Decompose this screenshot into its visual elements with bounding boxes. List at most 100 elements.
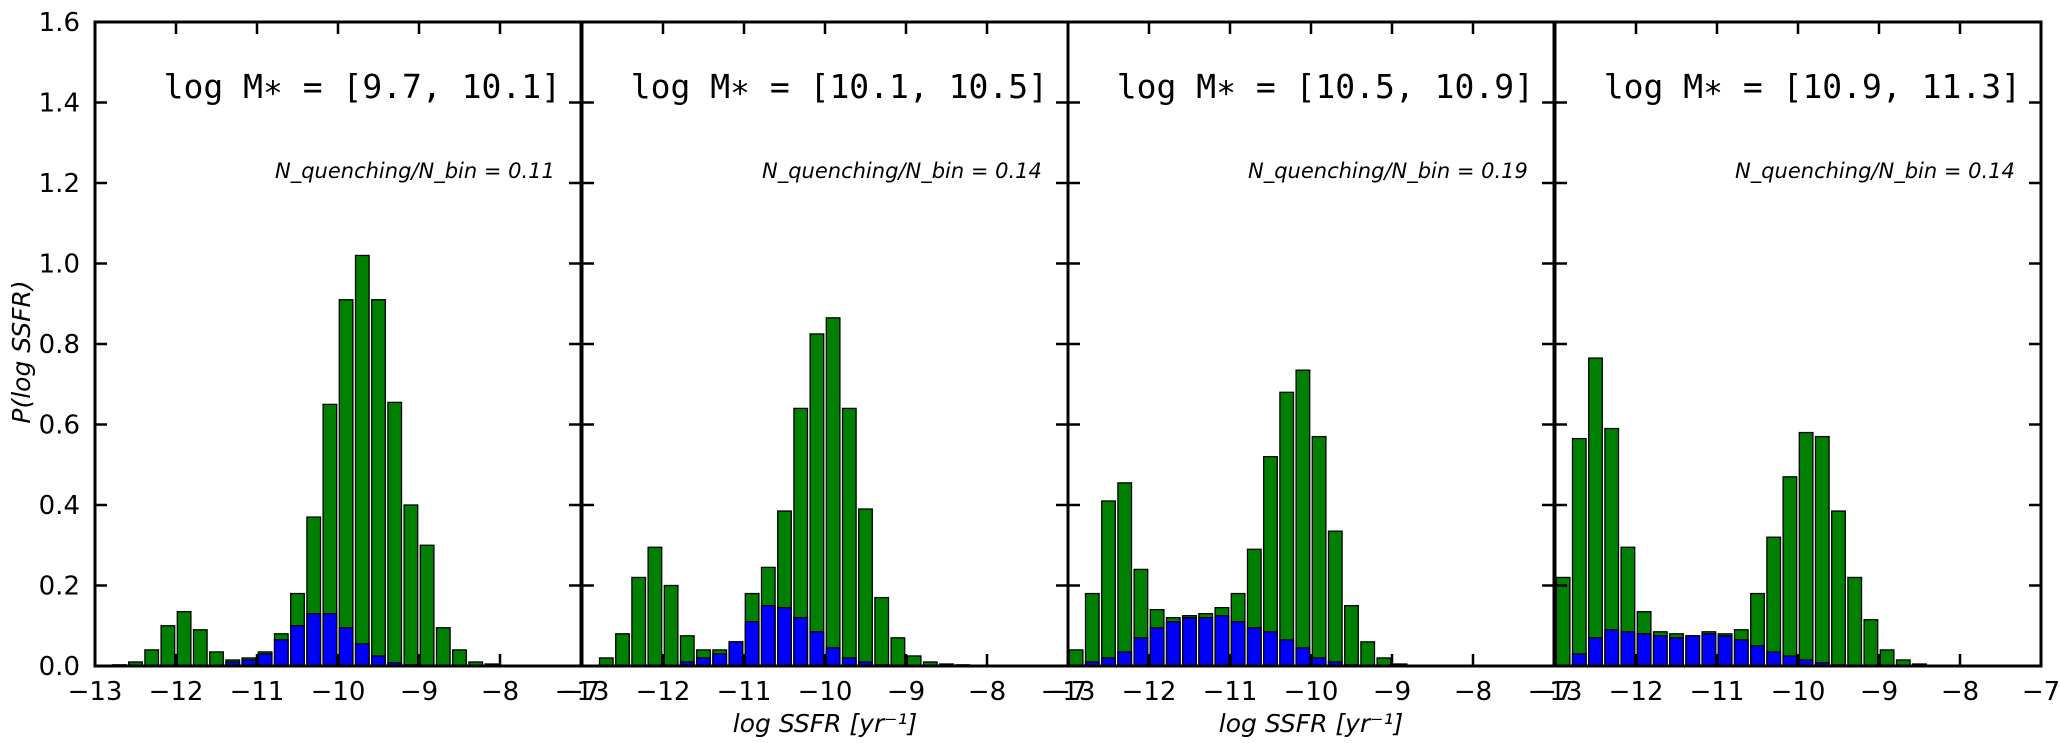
y-tick-label: 1.2 — [39, 169, 80, 199]
bar-all-galaxies — [1782, 476, 1798, 667]
bar-all-galaxies — [338, 299, 354, 667]
panels: −13 −12 −11 −10 −9 −8 −7 log M∗ = [9.7, 10.1] N_… — [68, 20, 2060, 738]
bar-quenching — [1588, 637, 1603, 667]
bar-quenching — [1782, 655, 1798, 667]
x-tick-label: −12 — [1609, 677, 1664, 707]
x-tick-label: −12 — [1122, 677, 1177, 707]
bar-quenching — [1636, 633, 1652, 667]
bar-all-galaxies — [841, 407, 857, 667]
panel-title: log M∗ = [10.1, 10.5] — [631, 67, 1048, 106]
bar-quenching — [1198, 617, 1214, 667]
panel-title: log M∗ = [9.7, 10.1] — [164, 67, 561, 106]
x-tick-label: −8 — [968, 677, 1006, 707]
bar-all-galaxies — [1360, 641, 1376, 667]
y-tick-label: 1.4 — [39, 89, 80, 119]
bar-all-galaxies — [1084, 592, 1100, 667]
panel-3: −13 −12 −11 −10 −9 −8 −7 log M∗ = [10.5, 10.9] N… — [1041, 20, 1573, 738]
x-tick-label: −7 — [2022, 677, 2060, 707]
panel-2: −13 −12 −11 −10 −9 −8 −7 log M∗ = [10.1, 10.5] N… — [555, 20, 1087, 738]
bar-all-galaxies — [825, 317, 841, 667]
bar-all-galaxies — [615, 633, 630, 667]
bar-quenching — [1701, 633, 1717, 667]
bar-all-galaxies — [1068, 649, 1084, 667]
x-tick-label: −9 — [400, 677, 438, 707]
bar-all-galaxies — [647, 546, 663, 667]
bar-quenching — [1230, 621, 1246, 667]
bar-quenching — [760, 604, 776, 667]
bar-quenching — [809, 631, 825, 667]
y-tick-label: 1.6 — [39, 8, 80, 38]
x-tick-label: −10 — [1771, 677, 1826, 707]
bar-all-galaxies — [1863, 619, 1879, 667]
bar-quenching — [354, 643, 370, 667]
x-tick-label: −11 — [717, 677, 772, 707]
bar-all-galaxies — [354, 254, 370, 667]
bar-quenching — [1717, 635, 1733, 667]
bar-quenching — [1685, 635, 1701, 667]
panel-frame — [93, 20, 583, 668]
bar-all-galaxies — [1571, 437, 1587, 667]
x-tick-label: −9 — [1373, 677, 1411, 707]
bar-quenching — [1604, 629, 1620, 667]
bar-all-galaxies — [176, 611, 192, 667]
bar-all-galaxies — [192, 629, 208, 667]
bar-all-galaxies — [1831, 510, 1846, 667]
bar-quenching — [777, 606, 792, 667]
x-tick-label: −8 — [1454, 677, 1492, 707]
panel-title: log M∗ = [10.5, 10.9] — [1117, 67, 1534, 106]
bar-all-galaxies — [1798, 431, 1814, 667]
panel-4: −13 −12 −11 −10 −9 −8 −7 log M∗ = [10.9, 11.3] N… — [1528, 20, 2060, 707]
bar-all-galaxies — [452, 649, 467, 667]
bar-all-galaxies — [858, 508, 873, 667]
bar-quenching — [1295, 647, 1311, 667]
panel-title: log M∗ = [10.9, 11.3] — [1604, 67, 2021, 106]
bar-quenching — [1117, 651, 1133, 667]
bar-all-galaxies — [1766, 536, 1782, 667]
x-tick-label: −11 — [230, 677, 285, 707]
quenching-fraction-annotation: N_quenching/N_bin = 0.14 — [1735, 159, 2015, 184]
x-axis-label: log SSFR [yr⁻¹] — [1219, 709, 1403, 738]
bar-quenching — [338, 627, 354, 667]
bar-all-galaxies — [160, 625, 176, 667]
bar-quenching — [793, 617, 809, 667]
bar-all-galaxies — [209, 651, 224, 667]
bar-all-galaxies — [1588, 357, 1603, 667]
x-tick-label: −13 — [555, 677, 610, 707]
bar-quenching — [1263, 631, 1278, 667]
bar-quenching — [1766, 651, 1782, 667]
bar-all-galaxies — [1327, 530, 1343, 667]
bar-quenching — [1652, 635, 1668, 667]
bar-all-galaxies — [387, 401, 403, 667]
bar-quenching — [1133, 637, 1149, 667]
bar-all-galaxies — [1101, 500, 1116, 667]
y-axis-label: P(log SSFR) — [7, 280, 36, 423]
x-tick-label: −10 — [798, 677, 853, 707]
x-axis-label: log SSFR [yr⁻¹] — [733, 709, 917, 738]
bar-quenching — [1149, 627, 1165, 667]
bar-quenching — [371, 655, 386, 667]
y-tick-label: 0.2 — [39, 572, 80, 602]
bar-all-galaxies — [371, 299, 386, 667]
x-tick-label: −7 — [1535, 677, 1573, 707]
bar-quenching — [306, 613, 322, 667]
bar-all-galaxies — [144, 649, 160, 667]
x-tick-label: −9 — [887, 677, 925, 707]
bar-quenching — [273, 639, 289, 667]
bar-all-galaxies — [1117, 482, 1133, 667]
bar-quenching — [290, 625, 305, 667]
bar-quenching — [1669, 637, 1684, 667]
bar-all-galaxies — [1879, 649, 1895, 667]
bar-all-galaxies — [1279, 391, 1295, 667]
x-tick-label: −11 — [1203, 677, 1258, 707]
bar-all-galaxies — [874, 596, 890, 667]
quenching-fraction-annotation: N_quenching/N_bin = 0.19 — [1248, 159, 1528, 184]
x-tick-label: −7 — [562, 677, 600, 707]
bar-all-galaxies — [890, 637, 906, 667]
x-tick-label: −12 — [636, 677, 691, 707]
y-tick-label: 0.0 — [39, 652, 80, 682]
bar-all-galaxies — [1555, 576, 1571, 667]
bar-all-galaxies — [1814, 435, 1830, 667]
bar-all-galaxies — [1847, 576, 1863, 667]
bar-all-galaxies — [1344, 604, 1359, 667]
